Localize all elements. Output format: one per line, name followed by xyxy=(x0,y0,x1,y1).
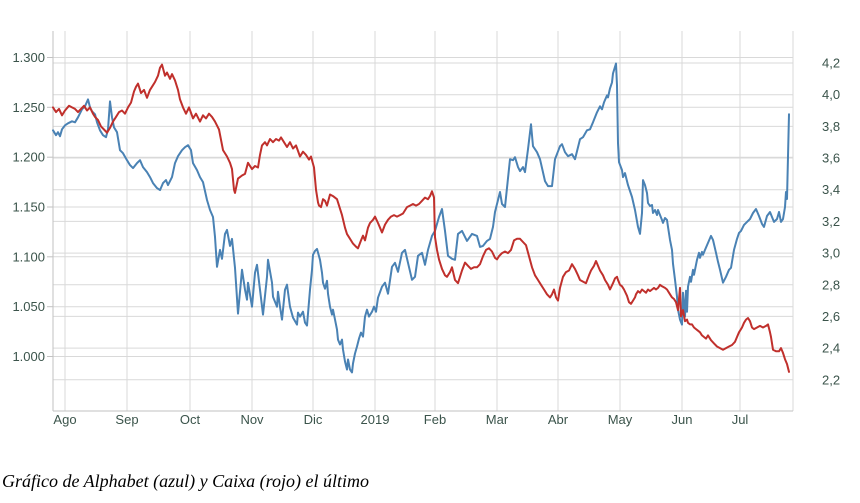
right-axis-tick-label: 2,4 xyxy=(822,341,840,356)
x-axis-month-label: Abr xyxy=(548,412,569,427)
left-axis-tick-label: 1.000 xyxy=(12,349,45,364)
right-axis-tick-label: 3,2 xyxy=(822,214,840,229)
right-axis-tick-label: 3,0 xyxy=(822,246,840,261)
left-axis-tick-label: 1.200 xyxy=(12,150,45,165)
right-axis-tick-label: 3,4 xyxy=(822,182,840,197)
right-axis-tick-label: 3,6 xyxy=(822,151,840,166)
left-axis-tick-label: 1.100 xyxy=(12,249,45,264)
right-axis-tick-label: 4,2 xyxy=(822,56,840,71)
caixa-series-line xyxy=(52,63,790,373)
left-axis-tick-label: 1.250 xyxy=(12,100,45,115)
x-axis-month-label: Jun xyxy=(672,412,693,427)
x-axis-month-label: Jul xyxy=(732,412,749,427)
price-chart: 1.300 1.250 1.200 1.150 1.100 1.050 1.000 4,2 4,… xyxy=(12,31,840,427)
right-axis-tick-label: 2,6 xyxy=(822,309,840,324)
alphabet-series-line xyxy=(52,62,790,374)
x-axis-month-label: Sep xyxy=(115,412,138,427)
x-axis-month-label: Dic xyxy=(304,412,323,427)
left-axis-tick-label: 1.050 xyxy=(12,299,45,314)
x-axis-month-label: Oct xyxy=(180,412,201,427)
x-axis-month-label: Mar xyxy=(486,412,509,427)
left-axis-tick-label: 1.150 xyxy=(12,200,45,215)
right-axis-tick-label: 3,8 xyxy=(822,119,840,134)
right-axis-tick-label: 2,8 xyxy=(822,277,840,292)
x-axis-month-label: Feb xyxy=(424,412,446,427)
x-axis-month-label: Ago xyxy=(53,412,76,427)
x-axis-month-label: May xyxy=(608,412,633,427)
left-axis-tick-label: 1.300 xyxy=(12,50,45,65)
x-axis-month-label: Nov xyxy=(240,412,264,427)
chart-caption: Gráfico de Alphabet (azul) y Caixa (rojo… xyxy=(2,471,369,491)
right-axis-tick-label: 4,0 xyxy=(822,87,840,102)
right-axis-tick-label: 2,2 xyxy=(822,372,840,387)
x-axis-month-label: 2019 xyxy=(361,412,390,427)
